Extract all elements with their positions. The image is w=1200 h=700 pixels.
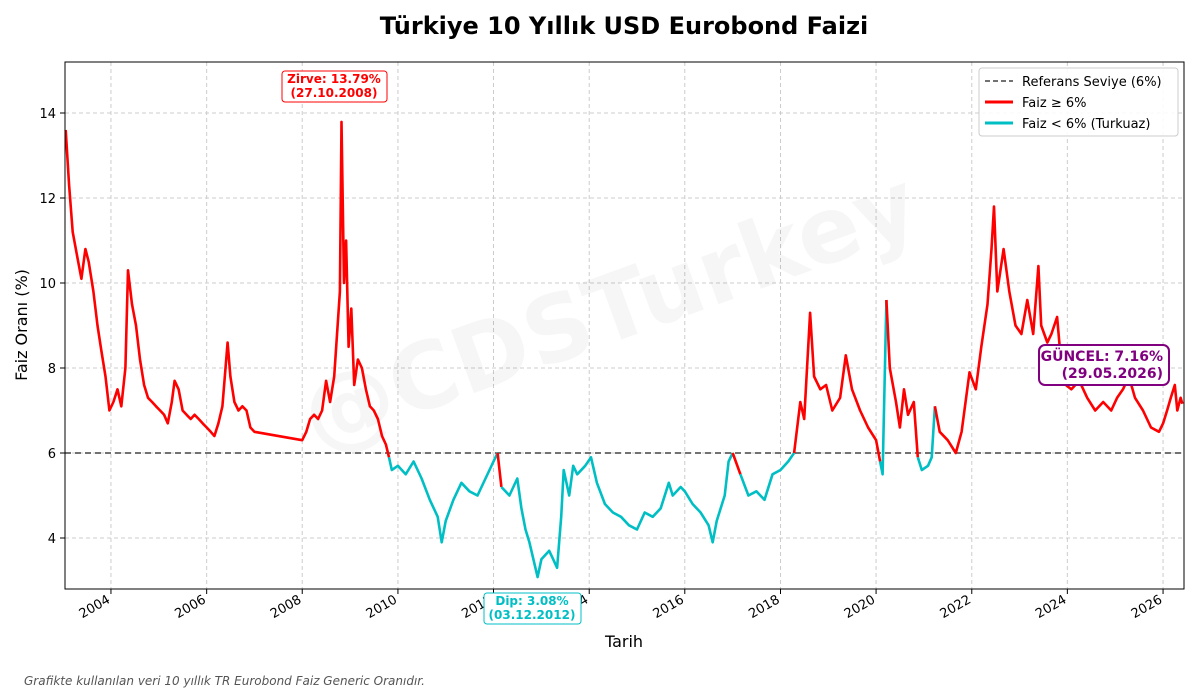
- y-tick-label: 4: [48, 532, 56, 547]
- legend: Referans Seviye (6%) Faiz ≥ 6% Faiz < 6%…: [978, 67, 1179, 137]
- current-annotation-line1: GÜNCEL: 7.16%: [1041, 347, 1163, 365]
- series-segment-above: [496, 452, 503, 488]
- series-segment-below: [878, 299, 888, 476]
- y-tick-label: 6: [48, 447, 56, 462]
- footnote: Grafikte kullanılan veri 10 yıllık TR Eu…: [24, 674, 425, 688]
- x-tick-label: 2018: [746, 592, 782, 622]
- x-tick-label: 2020: [842, 592, 878, 622]
- y-tick-label: 12: [39, 192, 56, 207]
- x-tick-label: 2008: [268, 592, 304, 622]
- trough-annotation-line2: (03.12.2012): [489, 608, 576, 622]
- x-tick-label: 2024: [1033, 592, 1069, 622]
- y-tick-label: 8: [48, 362, 56, 377]
- x-tick-label: 2026: [1129, 592, 1165, 622]
- series-segment-above: [792, 311, 882, 462]
- peak-annotation-box: [281, 70, 388, 103]
- current-annotation-box: [1038, 344, 1170, 386]
- current-annotation: GÜNCEL: 7.16% (29.05.2026): [1038, 344, 1170, 386]
- y-tick-label: 14: [39, 107, 56, 122]
- plot-frame: [64, 61, 1185, 590]
- legend-label-below: Faiz < 6% (Turkuaz): [1022, 117, 1150, 132]
- trough-annotation-box: [483, 592, 582, 625]
- series-segment-below: [916, 406, 937, 472]
- series-segment-below: [500, 452, 734, 579]
- x-tick-label: 2016: [651, 592, 687, 622]
- series-lines: [64, 120, 1184, 579]
- peak-annotation: Zirve: 13.79% (27.10.2008): [281, 70, 388, 103]
- series-segment-above: [885, 299, 920, 458]
- y-axis-ticks: 4 6 8 10 12 14: [39, 107, 65, 547]
- trough-annotation-line1: Dip: 3.08%: [495, 594, 568, 608]
- x-axis-label: Tarih: [604, 632, 643, 651]
- legend-label-reference: Referans Seviye (6%): [1022, 75, 1162, 90]
- series-segment-below: [739, 452, 796, 502]
- x-tick-label: 2004: [77, 592, 113, 622]
- series-segment-above: [933, 205, 1184, 455]
- current-annotation-line2: (29.05.2026): [1062, 366, 1163, 382]
- legend-box: [978, 67, 1179, 137]
- peak-annotation-line1: Zirve: 13.79%: [287, 72, 381, 86]
- y-tick-label: 10: [39, 277, 56, 292]
- y-axis-label: Faiz Oranı (%): [12, 269, 31, 381]
- series-segment-below: [387, 452, 499, 544]
- x-tick-label: 2022: [938, 592, 974, 622]
- series-segment-above: [64, 120, 391, 458]
- peak-annotation-line2: (27.10.2008): [291, 86, 378, 100]
- trough-annotation: Dip: 3.08% (03.12.2012): [483, 592, 582, 625]
- x-tick-label: 2006: [172, 592, 208, 622]
- x-axis-ticks: 2004200620082010201220142016201820202022…: [77, 589, 1165, 622]
- chart-title: Türkiye 10 Yıllık USD Eurobond Faizi: [380, 12, 869, 40]
- legend-label-above: Faiz ≥ 6%: [1022, 96, 1086, 111]
- x-tick-label: 2010: [364, 592, 400, 622]
- series-segment-above: [731, 452, 742, 475]
